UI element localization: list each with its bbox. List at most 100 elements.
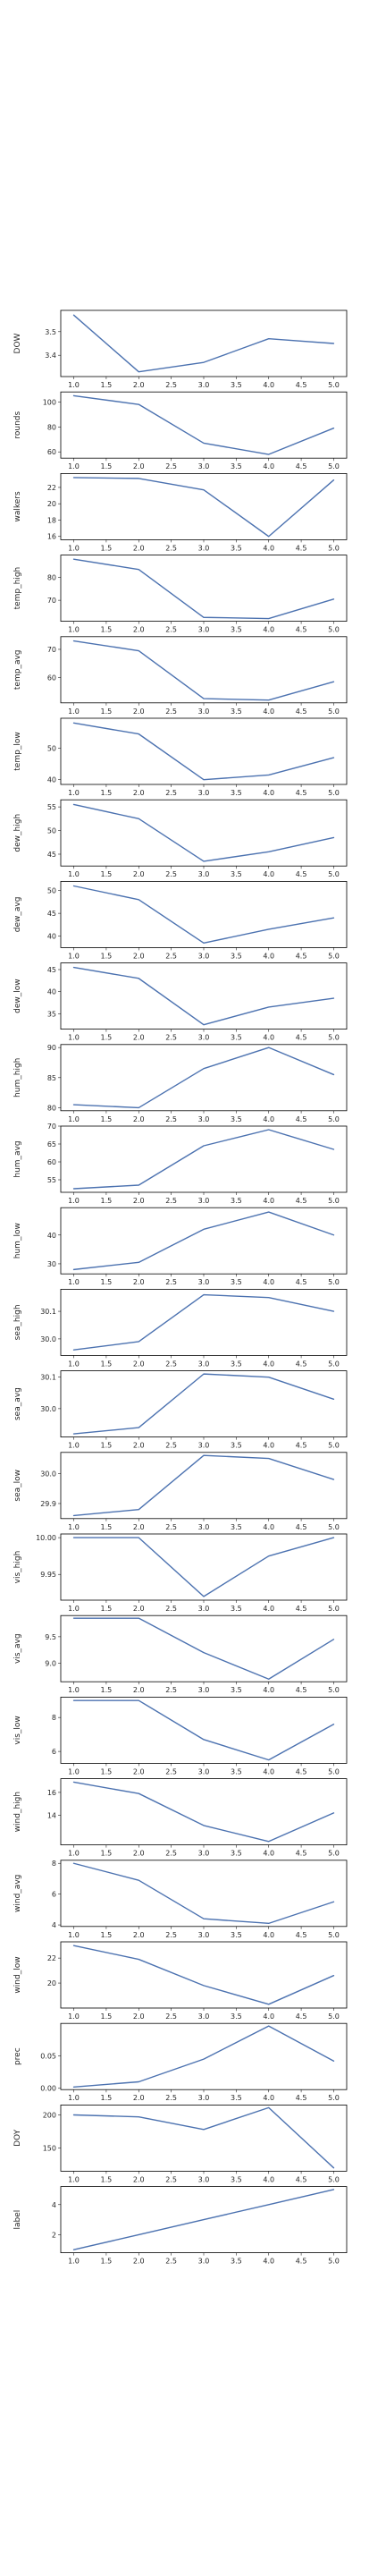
x-tick-label: 2.0 [133,2012,145,2021]
x-tick-label: 2.0 [133,1360,145,1368]
x-tick-label: 5.0 [328,1767,340,1775]
y-tick-label: 4 [52,2201,56,2209]
series-line [72,803,335,862]
y-tick-label: 35 [47,1010,56,1018]
y-tick-label: 29.9 [40,1500,56,1508]
x-tick-label: 5.0 [328,1115,340,1123]
x-tick-label: 5.0 [328,789,340,797]
series-line [72,885,335,945]
y-tick-label: 3.4 [45,352,56,360]
y-axis-label: DOW [13,333,22,353]
panel-frame [60,1289,348,1356]
x-tick-label: 2.5 [165,462,177,470]
x-tick-label: 4.0 [263,1767,274,1775]
y-tick-label: 90 [47,1044,56,1052]
x-tick-label: 4.0 [263,1442,274,1450]
x-tick-label: 4.0 [263,1850,274,1858]
x-tick-label: 1.0 [68,381,80,389]
y-tick-label: 22 [47,484,56,492]
x-tick-label: 3.5 [231,1931,242,1939]
panel-frame [60,1941,348,2009]
panel-dew_high: 1.0 1.5 2.0 2.5 3.0 3.5 4.0 4.5 5.0 45 50 55 dew_hig… [13,799,348,878]
x-tick-label: 1.0 [68,1360,80,1368]
y-tick-label: 30.1 [40,1308,56,1316]
panel-frame [60,473,348,540]
y-tick-label: 45 [47,851,56,859]
x-tick-label: 5.0 [328,1360,340,1368]
y-tick-label: 200 [43,2112,56,2120]
y-tick-label: 0.05 [40,2052,56,2060]
x-tick-label: 2.0 [133,1931,145,1939]
x-tick-label: 2.5 [165,1767,177,1775]
x-tick-label: 2.5 [165,1850,177,1858]
x-tick-label: 4.5 [296,1360,307,1368]
y-tick-label: 45 [47,910,56,918]
x-tick-label: 3.0 [198,1605,210,1613]
x-tick-label: 4.5 [296,870,307,878]
y-tick-label: 40 [47,1232,56,1240]
y-axis-label: sea_avg [13,1387,22,1420]
x-tick-label: 1.5 [101,1605,113,1613]
x-tick-label: 2.0 [133,2258,145,2266]
x-tick-label: 1.0 [68,1278,80,1286]
panel-frame [60,962,348,1030]
x-tick-label: 3.0 [198,2258,210,2266]
panel-temp_avg: 1.0 1.5 2.0 2.5 3.0 3.5 4.0 4.5 5.0 60 70 temp_avg [13,636,348,716]
x-tick-label: 4.0 [263,1686,274,1694]
y-tick-label: 2 [52,2231,56,2239]
y-tick-label: 60 [47,448,56,456]
y-axis-label: dew_avg [13,897,22,933]
x-tick-label: 4.5 [296,1686,307,1694]
x-tick-label: 4.5 [296,626,307,634]
x-tick-label: 2.5 [165,1442,177,1450]
x-tick-label: 1.0 [68,708,80,716]
panel-hum_low: 1.0 1.5 2.0 2.5 3.0 3.5 4.0 4.5 5.0 30 40 hum_low [13,1207,348,1286]
x-tick-label: 1.0 [68,2175,80,2183]
x-tick-label: 1.5 [101,789,113,797]
x-tick-label: 1.5 [101,708,113,716]
series-line [72,477,335,538]
x-tick-label: 4.5 [296,1034,307,1042]
x-tick-label: 3.0 [198,1197,210,1205]
x-tick-label: 3.0 [198,2094,210,2102]
y-axis-label: wind_high [13,1792,22,1832]
x-tick-label: 3.5 [231,2012,242,2021]
y-axis-label: dew_high [13,814,22,852]
series-line [72,1211,335,1271]
x-tick-label: 3.5 [231,870,242,878]
x-tick-label: 4.0 [263,1931,274,1939]
x-tick-label: 4.0 [263,462,274,470]
series-line [72,394,335,455]
x-tick-label: 3.0 [198,789,210,797]
panel-wind_avg: 1.0 1.5 2.0 2.5 3.0 3.5 4.0 4.5 5.0 4 6 8 wind_avg [13,1860,348,1939]
panel-DOW: 1.0 1.5 2.0 2.5 3.0 3.5 4.0 4.5 5.0 3.4 3.5 DOW [13,309,348,389]
x-tick-label: 4.5 [296,2175,307,2183]
series-line [72,1454,335,1517]
series-line [72,2106,335,2169]
y-axis-label: wind_avg [13,1875,22,1912]
x-tick-label: 1.0 [68,626,80,634]
y-tick-label: 0.00 [40,2085,56,2093]
y-axis-label: rounds [13,411,22,438]
x-tick-label: 1.0 [68,2258,80,2266]
y-axis-label: temp_high [13,567,22,610]
y-axis-label: walkers [13,491,22,522]
y-tick-label: 50 [47,827,56,835]
x-tick-label: 2.5 [165,2012,177,2021]
panel-frame [60,1533,348,1601]
x-tick-label: 2.5 [165,870,177,878]
x-tick-label: 5.0 [328,626,340,634]
panel-frame [60,1860,348,1928]
y-axis-label: temp_low [13,732,22,770]
y-axis-label: sea_high [13,1304,22,1340]
y-tick-label: 80 [47,1104,56,1112]
y-tick-label: 40 [47,776,56,784]
x-tick-label: 1.0 [68,789,80,797]
x-tick-label: 4.0 [263,870,274,878]
series-line [72,314,335,373]
panel-dew_avg: 1.0 1.5 2.0 2.5 3.0 3.5 4.0 4.5 5.0 40 45 50 dew_avg [13,881,348,960]
x-tick-label: 3.5 [231,1767,242,1775]
x-tick-label: 3.5 [231,1850,242,1858]
series-line [72,1699,335,1761]
x-tick-label: 1.0 [68,544,80,552]
